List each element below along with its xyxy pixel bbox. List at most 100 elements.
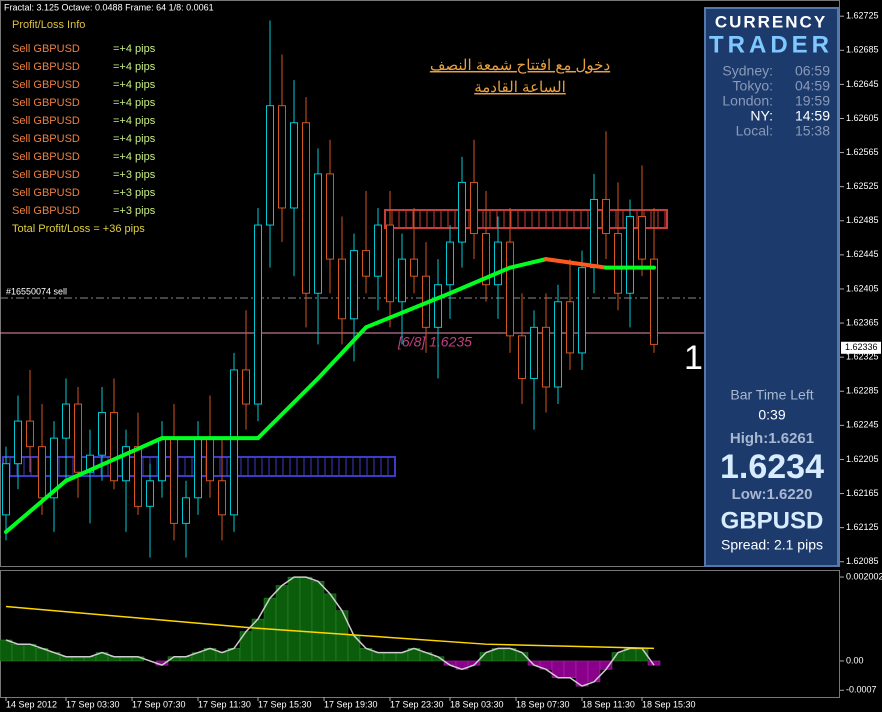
osc-y-tick-label: -0.0007 <box>846 685 877 695</box>
profit-row-label: Sell GBPUSD <box>12 43 80 55</box>
candle-body <box>350 250 358 320</box>
candle-body <box>50 437 58 499</box>
ma-segment <box>448 265 512 296</box>
clock-time: 15:38 <box>795 123 830 139</box>
clock-city: Tokyo: <box>733 78 773 94</box>
y-tick-label: 1.62165 <box>846 488 879 498</box>
candle-body <box>566 301 574 354</box>
osc-bar <box>23 643 37 662</box>
profit-row-label: Sell GBPUSD <box>12 97 80 109</box>
profit-row-label: Sell GBPUSD <box>12 151 80 163</box>
info-line: Fractal: 3.125 Octave: 0.0488 Frame: 64 … <box>4 2 214 12</box>
osc-bar <box>251 618 265 662</box>
profit-row-label: Sell GBPUSD <box>12 169 80 181</box>
ma-segment <box>508 257 548 270</box>
profit-row-value: =+4 pips <box>113 133 156 145</box>
panel-high: High:1.6261 <box>730 430 814 447</box>
profit-row-label: Sell GBPUSD <box>12 187 80 199</box>
ma-segment <box>64 436 164 483</box>
candle-body <box>494 241 502 286</box>
x-tick-label: 17 Sep 11:30 <box>198 699 251 709</box>
candle-body <box>134 446 142 507</box>
x-tick-label: 18 Sep 11:30 <box>582 699 635 709</box>
y-tick-label: 1.62405 <box>846 283 879 293</box>
osc-bar <box>395 652 409 662</box>
candle-body <box>410 258 418 277</box>
osc-bar <box>287 576 301 662</box>
osc-bar <box>299 576 313 662</box>
profit-row-value: =+3 pips <box>113 169 156 181</box>
osc-line <box>5 576 655 687</box>
osc-frame <box>0 570 840 698</box>
candle-body <box>98 412 106 456</box>
panel-spread: Spread: 2.1 pips <box>721 537 823 553</box>
candle-body <box>338 258 346 320</box>
panel-title: CURRENCY <box>715 12 827 31</box>
x-tick-label: 17 Sep 15:30 <box>258 699 312 709</box>
osc-y-tick-label: 0.002002 <box>846 571 882 581</box>
y-tick-label: 1.62525 <box>846 181 879 191</box>
candle-body <box>638 216 646 260</box>
panel-title: TRADER <box>709 31 833 58</box>
price-tag: 1.62336 <box>845 342 878 352</box>
candle-body <box>326 173 334 260</box>
clock-time: 14:59 <box>795 108 830 124</box>
osc-bar <box>323 593 337 662</box>
candle-body <box>290 122 298 209</box>
signal-line <box>5 605 655 650</box>
profit-row-label: Sell GBPUSD <box>12 61 80 73</box>
candle-body <box>590 198 598 269</box>
osc-bar <box>563 660 577 678</box>
panel-bar-time-label: Bar Time Left <box>730 387 813 403</box>
zone <box>384 209 668 229</box>
y-tick-label: 1.62685 <box>846 45 879 55</box>
candle-body <box>62 403 70 439</box>
candle-body <box>482 233 490 286</box>
ma-segment <box>544 257 608 270</box>
ma-segment <box>316 325 368 381</box>
clock-time: 06:59 <box>795 63 830 79</box>
y-tick-label: 1.62445 <box>846 249 879 259</box>
candle-body <box>254 224 262 405</box>
x-tick-label: 17 Sep 19:30 <box>324 699 378 709</box>
y-tick-label: 1.62565 <box>846 147 879 157</box>
osc-bar <box>215 652 229 662</box>
osc-bar <box>239 631 253 662</box>
candle-body <box>302 122 310 294</box>
x-tick-label: 18 Sep 07:30 <box>516 699 570 709</box>
candle-body <box>266 105 274 226</box>
candle-body <box>530 326 538 379</box>
ma-segment <box>4 478 68 534</box>
ma-segment <box>364 291 452 330</box>
osc-bar <box>0 639 13 662</box>
candle-body <box>122 446 130 482</box>
candle-body <box>314 173 322 294</box>
panel-price: 1.6234 <box>720 448 824 486</box>
candle-body <box>518 335 526 379</box>
candle-body <box>650 258 658 345</box>
x-tick-label: 18 Sep 15:30 <box>642 699 696 709</box>
profit-row-label: Sell GBPUSD <box>12 79 80 91</box>
candle-body <box>446 241 454 286</box>
osc-bar <box>587 660 601 683</box>
y-tick-label: 1.62205 <box>846 454 879 464</box>
clock-time: 04:59 <box>795 78 830 94</box>
x-tick-label: 17 Sep 07:30 <box>132 699 186 709</box>
profit-row-label: Sell GBPUSD <box>12 115 80 127</box>
profit-row-value: =+3 pips <box>113 205 156 217</box>
profit-row-value: =+4 pips <box>113 151 156 163</box>
candle-body <box>398 258 406 303</box>
candle-body <box>458 181 466 243</box>
candle-body <box>170 437 178 524</box>
candle-body <box>434 284 442 328</box>
y-tick-label: 1.62085 <box>846 556 879 566</box>
x-tick-label: 17 Sep 23:30 <box>390 699 444 709</box>
candle-body <box>230 369 238 516</box>
candle-body <box>26 420 34 448</box>
x-tick-label: 14 Sep 2012 <box>6 699 57 709</box>
candle-body <box>194 437 202 499</box>
ma-segment <box>256 376 320 441</box>
osc-bar <box>11 643 25 662</box>
osc-bar <box>383 652 397 662</box>
